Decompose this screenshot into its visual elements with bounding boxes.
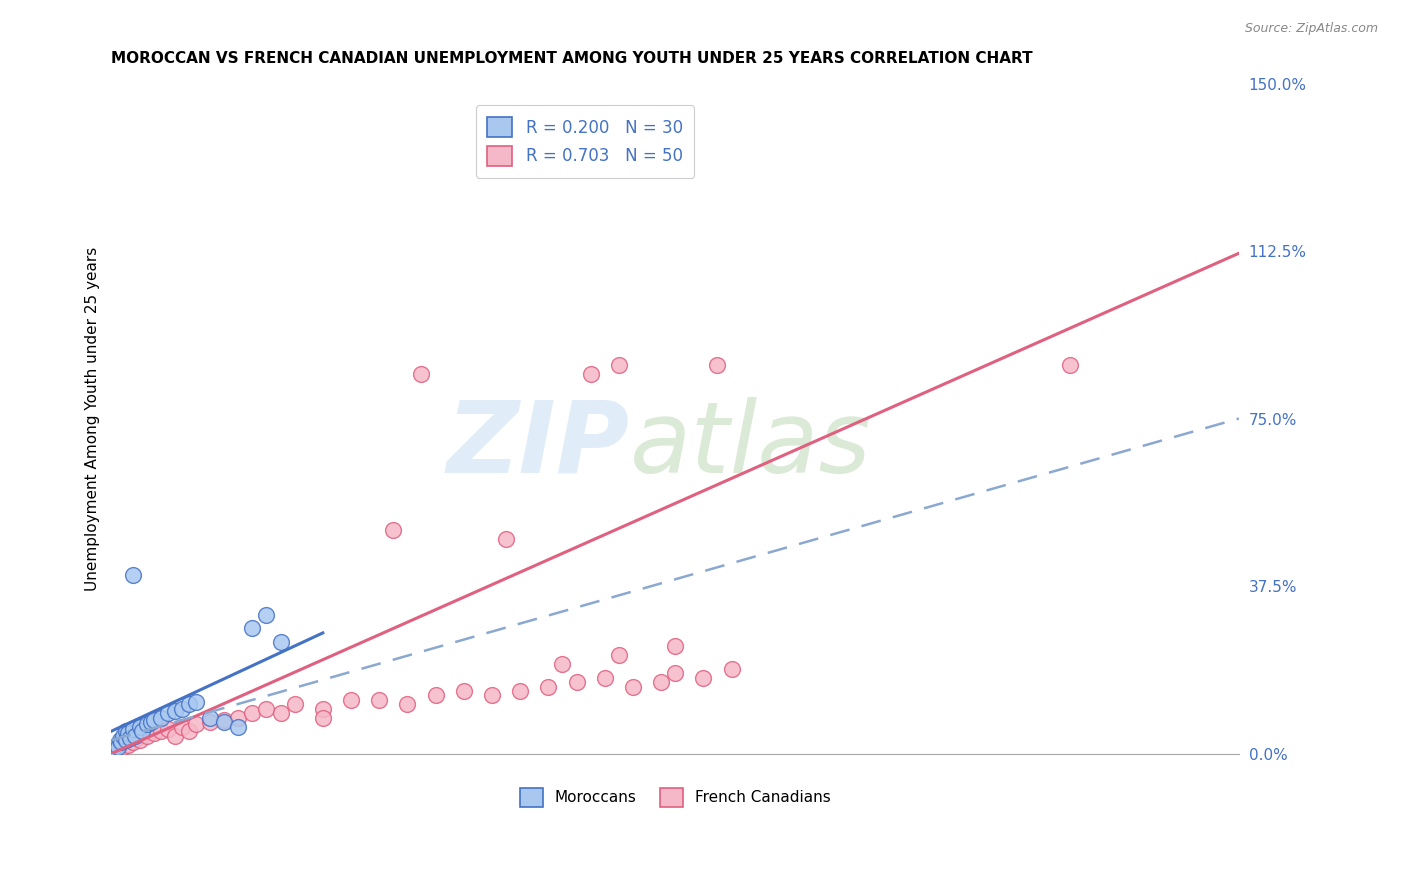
Point	[184, 717, 207, 731]
Point	[607, 648, 630, 663]
Point	[114, 733, 136, 747]
Point	[382, 523, 405, 537]
Point	[107, 739, 129, 754]
Point	[226, 720, 249, 734]
Point	[117, 738, 139, 752]
Point	[117, 726, 139, 740]
Point	[139, 715, 162, 730]
Legend: Moroccans, French Canadians: Moroccans, French Canadians	[513, 782, 837, 813]
Point	[706, 358, 728, 372]
Point	[142, 713, 165, 727]
Point	[149, 724, 172, 739]
Point	[121, 722, 143, 736]
Point	[121, 567, 143, 582]
Point	[212, 713, 235, 727]
Point	[184, 695, 207, 709]
Point	[453, 684, 475, 698]
Point	[579, 367, 602, 381]
Y-axis label: Unemployment Among Youth under 25 years: Unemployment Among Youth under 25 years	[86, 246, 100, 591]
Point	[170, 702, 193, 716]
Point	[107, 738, 129, 752]
Point	[256, 608, 278, 623]
Point	[312, 702, 335, 716]
Point	[156, 706, 179, 721]
Point	[664, 666, 686, 681]
Point	[284, 698, 307, 712]
Point	[121, 735, 143, 749]
Text: Source: ZipAtlas.com: Source: ZipAtlas.com	[1244, 22, 1378, 36]
Point	[125, 731, 148, 745]
Point	[114, 724, 136, 739]
Point	[565, 675, 588, 690]
Point	[226, 711, 249, 725]
Point	[198, 711, 221, 725]
Point	[198, 715, 221, 730]
Point	[509, 684, 531, 698]
Point	[128, 733, 150, 747]
Point	[1059, 358, 1081, 372]
Point	[111, 729, 134, 743]
Point	[135, 717, 157, 731]
Point	[396, 698, 419, 712]
Point	[551, 657, 574, 672]
Point	[170, 720, 193, 734]
Point	[142, 726, 165, 740]
Point	[537, 680, 560, 694]
Text: atlas: atlas	[630, 397, 872, 494]
Point	[118, 731, 141, 745]
Point	[131, 724, 153, 739]
Point	[368, 693, 391, 707]
Point	[212, 715, 235, 730]
Point	[593, 671, 616, 685]
Point	[692, 671, 714, 685]
Point	[256, 702, 278, 716]
Text: MOROCCAN VS FRENCH CANADIAN UNEMPLOYMENT AMONG YOUTH UNDER 25 YEARS CORRELATION : MOROCCAN VS FRENCH CANADIAN UNEMPLOYMENT…	[111, 51, 1033, 66]
Point	[149, 711, 172, 725]
Point	[664, 640, 686, 654]
Point	[270, 635, 292, 649]
Point	[105, 738, 128, 752]
Point	[240, 706, 263, 721]
Point	[103, 742, 125, 756]
Point	[270, 706, 292, 721]
Point	[312, 711, 335, 725]
Point	[607, 358, 630, 372]
Point	[650, 675, 672, 690]
Point	[114, 733, 136, 747]
Point	[481, 689, 503, 703]
Point	[340, 693, 363, 707]
Point	[163, 729, 186, 743]
Point	[110, 735, 132, 749]
Point	[720, 662, 742, 676]
Point	[163, 704, 186, 718]
Point	[425, 689, 447, 703]
Point	[104, 742, 127, 756]
Point	[177, 724, 200, 739]
Point	[124, 729, 146, 743]
Point	[128, 720, 150, 734]
Point	[495, 532, 517, 546]
Point	[240, 622, 263, 636]
Point	[411, 367, 433, 381]
Text: ZIP: ZIP	[447, 397, 630, 494]
Point	[108, 733, 131, 747]
Point	[135, 729, 157, 743]
Point	[177, 698, 200, 712]
Point	[111, 739, 134, 754]
Point	[621, 680, 644, 694]
Point	[156, 722, 179, 736]
